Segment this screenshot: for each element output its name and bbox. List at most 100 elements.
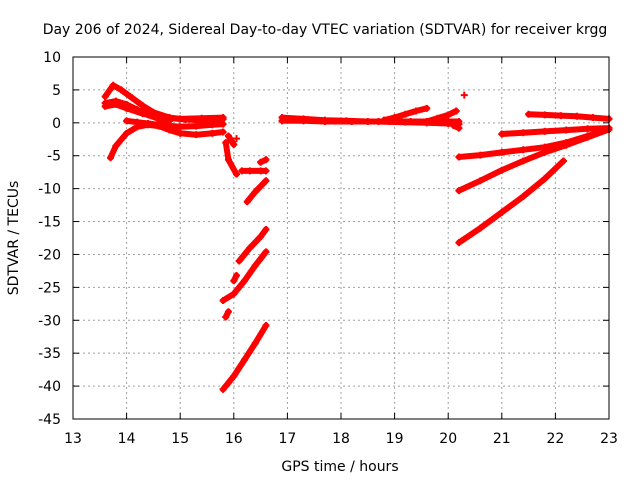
data-point [219, 128, 227, 136]
data-point [450, 121, 458, 129]
y-tick-labels: 10 5 0 -5 -10 -15 -20 -25 -30 -35 -40 -45 [38, 50, 61, 428]
x-tick-label: 15 [171, 431, 189, 447]
y-tick-label: -45 [38, 412, 61, 428]
data-point [573, 112, 581, 120]
data-point [541, 111, 549, 119]
data-point [243, 198, 251, 206]
x-tick-label: 13 [64, 431, 82, 447]
data-point [423, 118, 431, 126]
series-trace [236, 226, 269, 264]
data-point [380, 116, 388, 124]
series-trace [498, 125, 612, 137]
y-tick-label: -30 [38, 313, 61, 329]
y-axis-label: SDTVAR / TECUs [6, 181, 22, 296]
data-point [412, 107, 420, 115]
data-point [589, 114, 597, 122]
data-point [584, 125, 592, 133]
data-point [375, 118, 383, 126]
data-point [112, 142, 120, 150]
data-point [246, 167, 254, 175]
data-point [139, 102, 147, 110]
data-point [219, 114, 227, 122]
data-point [525, 110, 533, 118]
data-point [219, 120, 227, 128]
data-point [519, 157, 527, 165]
data-point [235, 257, 243, 265]
data-point [224, 132, 232, 140]
series-trace [455, 158, 567, 246]
x-tick-label: 18 [332, 431, 350, 447]
series-12 [235, 225, 270, 265]
data-point [192, 122, 200, 130]
y-tick-label: -25 [38, 280, 61, 296]
data-point [222, 313, 230, 321]
data-point [262, 225, 270, 233]
data-point [107, 154, 115, 162]
data-point [401, 118, 409, 126]
series-22 [460, 91, 468, 99]
data-marks [101, 81, 613, 393]
series-trace [423, 108, 460, 125]
data-point [257, 233, 265, 241]
data-point [460, 91, 468, 99]
data-point [321, 118, 329, 126]
data-point [498, 148, 506, 156]
chart-title: Day 206 of 2024, Sidereal Day-to-day VTE… [43, 22, 608, 38]
data-point [433, 114, 441, 122]
series-9 [238, 167, 270, 175]
data-point [262, 322, 270, 330]
data-point [251, 188, 259, 196]
x-tick-labels: 13 14 15 16 17 18 19 20 21 22 23 [64, 431, 618, 447]
y-tick-label: -10 [38, 182, 61, 198]
data-point [176, 123, 184, 131]
series-16 [219, 322, 270, 393]
x-tick-label: 19 [386, 431, 404, 447]
series-11 [243, 177, 270, 206]
data-point [262, 156, 270, 164]
data-point [444, 119, 452, 127]
data-point [109, 81, 117, 89]
data-point [498, 166, 506, 174]
data-point [198, 114, 206, 122]
data-point [541, 127, 549, 135]
data-point [101, 92, 109, 100]
data-point [133, 118, 141, 126]
data-point [144, 119, 152, 127]
data-point [230, 372, 238, 380]
series-trace [525, 111, 612, 122]
data-point [232, 135, 240, 143]
data-point [176, 129, 184, 137]
data-point [584, 133, 592, 141]
data-point [123, 104, 131, 112]
series-19 [380, 104, 431, 124]
data-point [299, 117, 307, 125]
x-axis-label: GPS time / hours [281, 459, 398, 475]
y-tick-label: -15 [38, 215, 61, 231]
y-tick-label: 0 [52, 116, 61, 132]
y-tick-label: -20 [38, 247, 61, 263]
y-tick-label: -40 [38, 379, 61, 395]
data-point [241, 277, 249, 285]
data-point [101, 102, 109, 110]
data-point [423, 104, 431, 112]
series-trace [222, 139, 240, 178]
series-8 [232, 135, 240, 143]
series-10 [257, 156, 270, 166]
data-point [238, 167, 246, 175]
data-point [230, 290, 238, 298]
x-tick-label: 20 [439, 431, 457, 447]
series-3 [101, 100, 227, 123]
data-point [123, 129, 131, 137]
series-20 [423, 107, 460, 126]
series-trace [102, 101, 227, 122]
data-point [541, 148, 549, 156]
data-point [562, 126, 570, 134]
tick-marks [72, 56, 610, 420]
x-tick-label: 21 [493, 431, 511, 447]
data-point [160, 121, 168, 129]
data-point [123, 117, 131, 125]
x-tick-label: 14 [118, 431, 136, 447]
x-tick-label: 17 [278, 431, 296, 447]
data-point [208, 121, 216, 129]
